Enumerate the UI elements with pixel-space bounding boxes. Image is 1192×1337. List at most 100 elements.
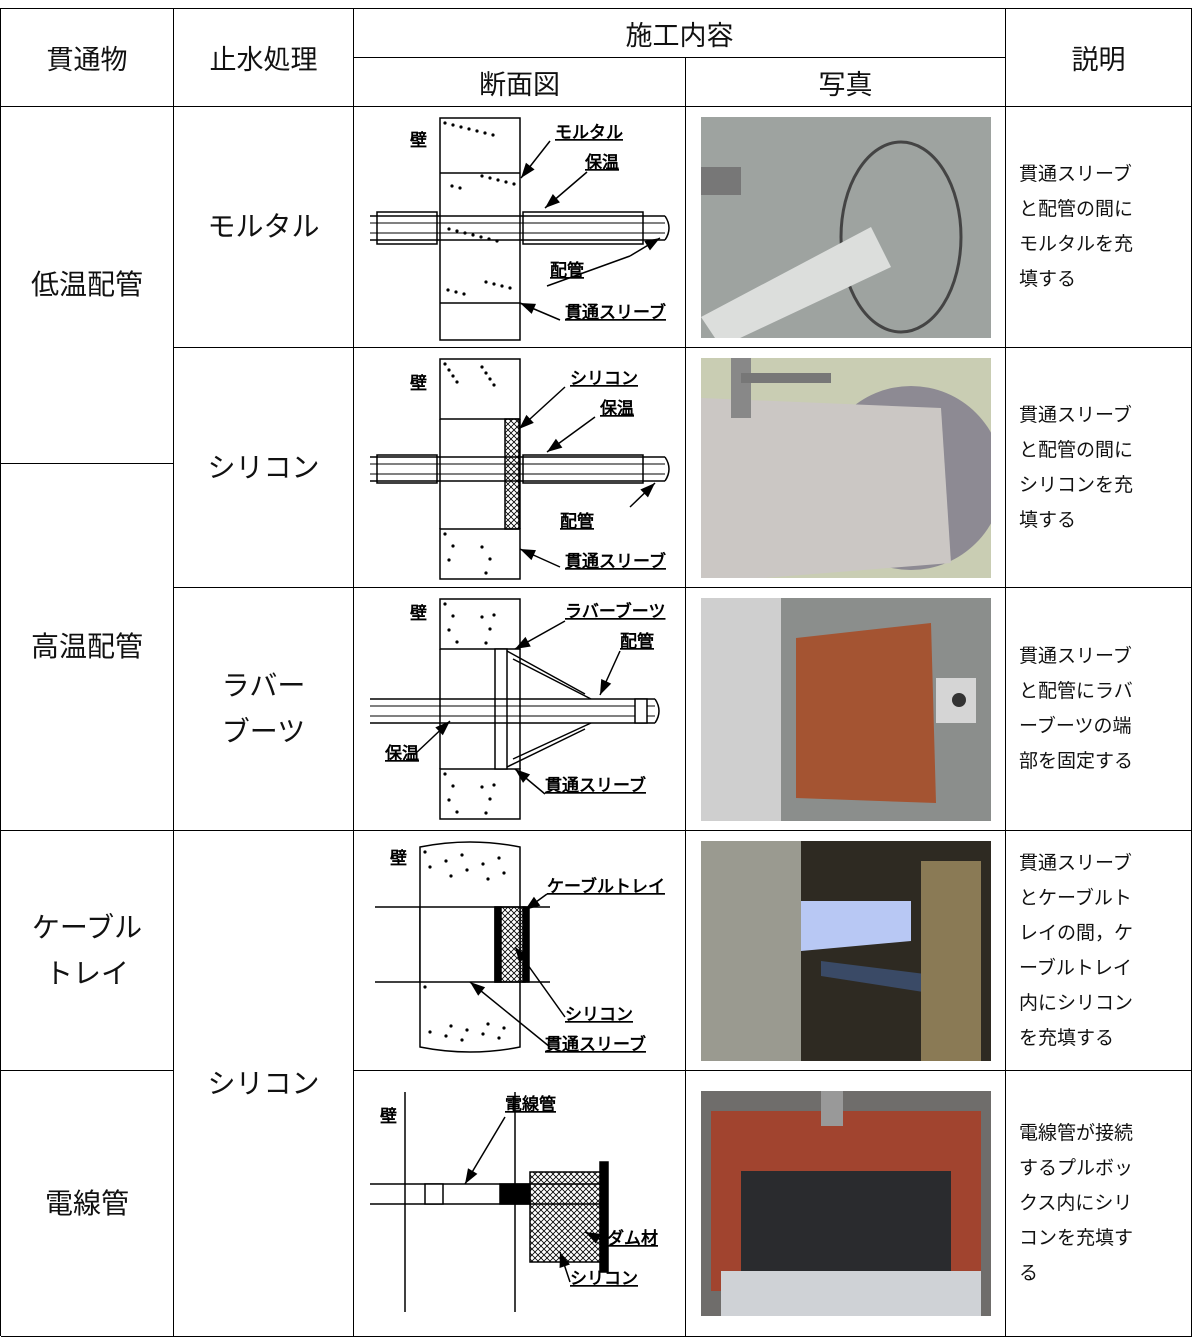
- illustration: [700, 357, 991, 578]
- treatment-cell: ラバー ブーツ: [174, 588, 354, 831]
- dot: [480, 861, 485, 866]
- stroke: [469, 980, 550, 1048]
- pipe-end: [663, 215, 670, 240]
- shape: [740, 372, 831, 383]
- dot: [499, 283, 504, 288]
- photo-shape: [700, 226, 891, 338]
- photo-shape: [800, 900, 911, 951]
- photo-cell: [686, 1071, 1006, 1337]
- diagram-label: 電線管: [505, 1094, 556, 1115]
- section-diagram-cell: 壁 シリコン 保温 配管 貫通スリーブ: [354, 348, 686, 588]
- dot: [461, 291, 466, 296]
- shape: [820, 1091, 843, 1126]
- dot: [479, 784, 484, 789]
- shape: [438, 357, 521, 420]
- shape: [521, 210, 644, 245]
- dot: [450, 122, 455, 127]
- dot: [470, 232, 475, 237]
- dot: [485, 1021, 490, 1026]
- dot: [442, 120, 447, 125]
- dot: [427, 864, 432, 869]
- dot: [483, 810, 488, 815]
- dot: [459, 852, 464, 857]
- diagram-label: 保温: [599, 398, 634, 419]
- arrow-head: [544, 193, 560, 208]
- dot: [427, 1029, 432, 1034]
- description: 貫通スリーブと配管の間にシリコンを充填する: [1019, 403, 1134, 531]
- arrow-head: [519, 548, 536, 560]
- dot: [454, 639, 459, 644]
- dot: [454, 228, 459, 233]
- diagram-label: 配管: [550, 260, 584, 281]
- diagram-label: 壁: [409, 131, 427, 151]
- diagram-label: 貫通スリーブ: [545, 1034, 646, 1055]
- shape: [920, 860, 981, 1061]
- stroke: [506, 727, 585, 768]
- diagram-label: 壁: [409, 374, 427, 394]
- arrow-head: [559, 1251, 570, 1268]
- dot: [501, 1025, 506, 1030]
- arrow-head: [518, 414, 534, 429]
- dot: [446, 627, 451, 632]
- shape: [375, 453, 438, 484]
- description-cell: 電線管が接続するプルボックス内にシリコンを充填する: [1006, 1071, 1192, 1337]
- dot: [442, 361, 447, 366]
- dot: [495, 177, 500, 182]
- shape: [598, 1160, 609, 1273]
- dot: [474, 128, 479, 133]
- description-cell: 貫通スリーブと配管の間にモルタルを充填する: [1006, 107, 1192, 348]
- dot: [450, 783, 455, 788]
- diagram-label: 壁: [389, 849, 407, 869]
- dot: [466, 126, 471, 131]
- diagram-label: 配管: [560, 511, 594, 532]
- dot: [445, 287, 450, 292]
- section-diagram-cell: 壁 モルタル 保温 配管 貫通スリーブ: [354, 107, 686, 348]
- header-cell: 写真: [686, 58, 1006, 107]
- description: 貫通スリーブと配管の間にモルタルを充填する: [1019, 163, 1134, 290]
- dot: [450, 373, 455, 378]
- diagram-label: ケーブルトレイ: [547, 876, 665, 897]
- diagram-label: ラバーブーツ: [565, 601, 665, 622]
- stroke: [546, 254, 630, 287]
- shape: [438, 527, 521, 580]
- shape: [730, 357, 751, 418]
- diagram-label: 壁: [379, 1107, 397, 1127]
- diagram-label: 貫通スリーブ: [565, 302, 666, 323]
- description-cell: 貫通スリーブとケーブルトレイの間，ケーブルトレイ内にシリコンを充填する: [1006, 831, 1192, 1071]
- section-diagram-cell: 壁ケーブルトレイシリコン貫通スリーブ: [354, 831, 686, 1071]
- dot: [501, 870, 506, 875]
- diagram-label: 貫通スリーブ: [545, 775, 646, 796]
- description: 貫通スリーブと配管にラバーブーツの端部を固定する: [1019, 645, 1134, 772]
- description-cell: 貫通スリーブと配管の間にシリコンを充填する: [1006, 348, 1192, 588]
- shape: [700, 840, 801, 1061]
- dot: [491, 281, 496, 286]
- diagram-label: モルタル: [555, 123, 623, 143]
- diagram-label: シリコン: [570, 369, 638, 389]
- description: 電線管が接続するプルボックス内にシリコンを充填する: [1019, 1122, 1134, 1284]
- diagram-label: シリコン: [565, 1005, 633, 1025]
- wall: [418, 840, 521, 1053]
- dot: [446, 367, 451, 372]
- dot: [442, 601, 447, 606]
- dot: [450, 543, 455, 548]
- arrow-head: [584, 1231, 601, 1244]
- dot: [482, 130, 487, 135]
- pipe-end: [653, 698, 660, 723]
- dot: [483, 370, 488, 375]
- shape: [423, 1182, 444, 1205]
- treatment-cell: シリコン: [174, 348, 354, 588]
- arrow-head: [514, 636, 531, 649]
- photo-shape: [700, 397, 951, 578]
- dot: [454, 379, 459, 384]
- dot: [446, 797, 451, 802]
- shape: [498, 1182, 531, 1205]
- illustration: [700, 597, 991, 821]
- photo-cell: [686, 831, 1006, 1071]
- dot: [446, 226, 451, 231]
- photo-shape: [951, 692, 966, 707]
- dot: [511, 181, 516, 186]
- pipe-end: [663, 456, 670, 481]
- dot: [450, 613, 455, 618]
